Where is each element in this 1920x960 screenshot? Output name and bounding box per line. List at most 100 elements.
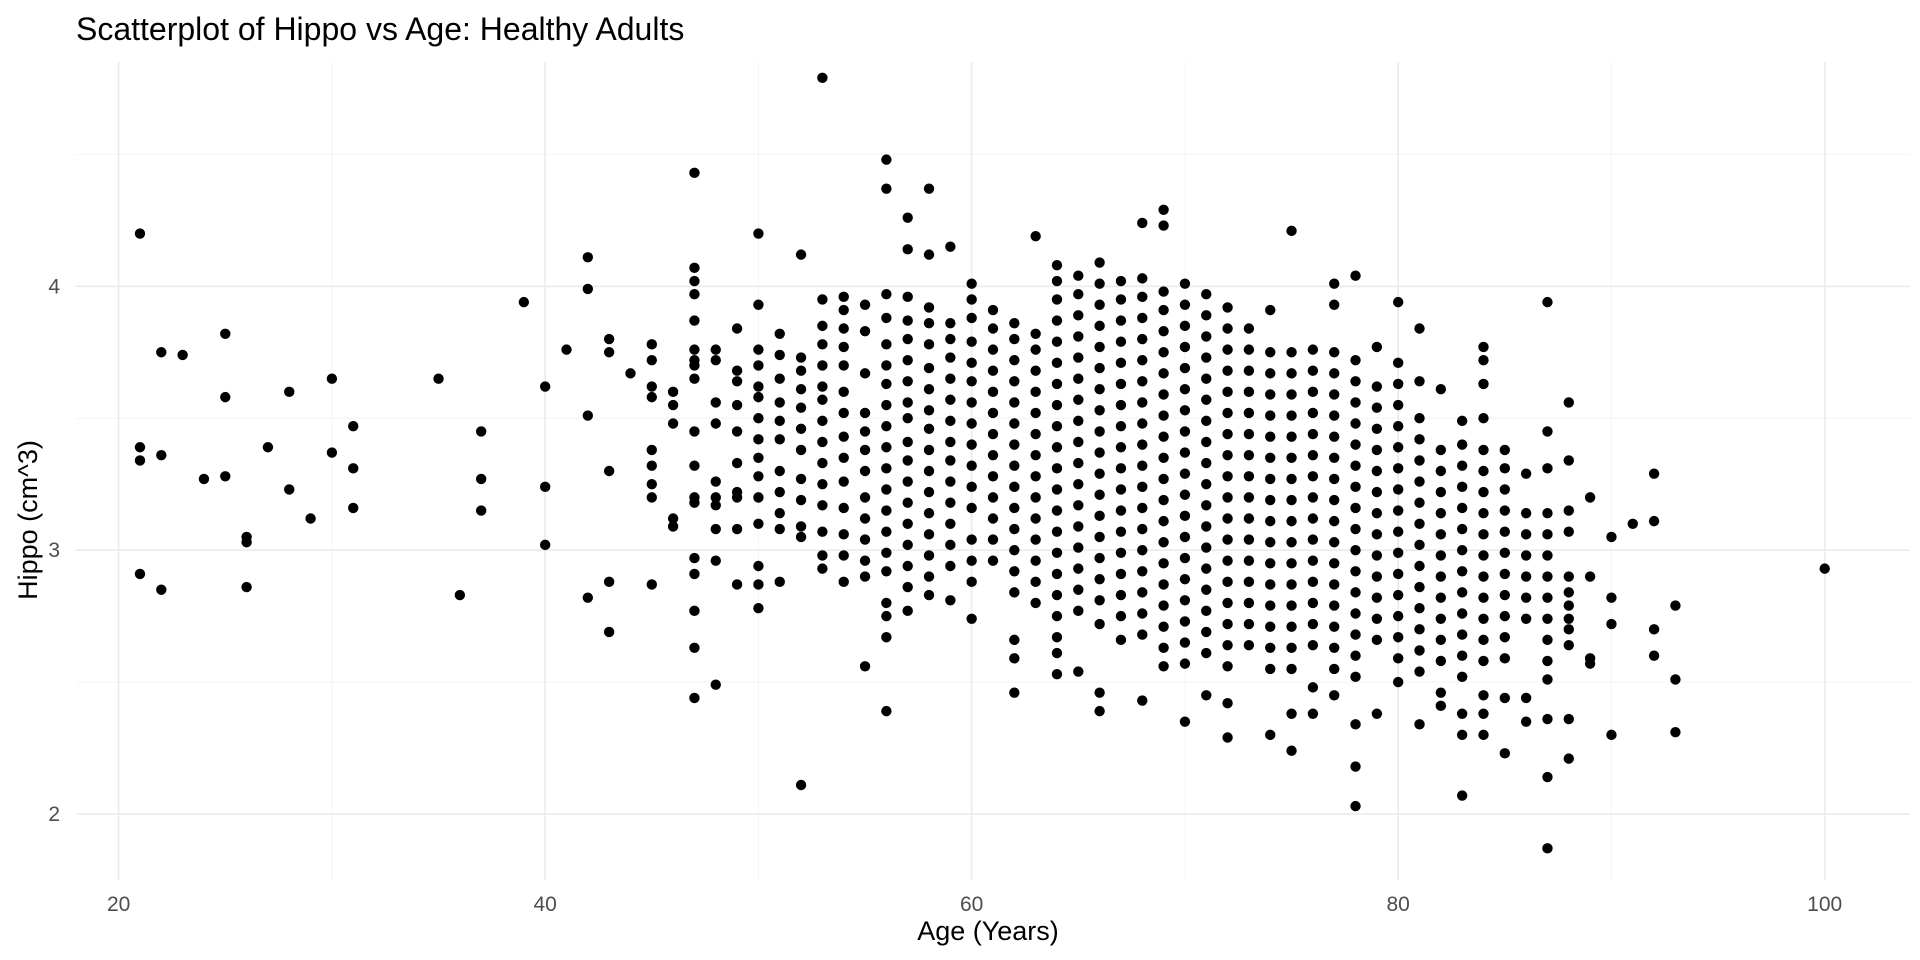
data-point (1350, 502, 1361, 514)
data-point (1542, 508, 1553, 519)
y-tick-label: 2 (48, 803, 60, 826)
data-point (1201, 436, 1212, 448)
data-point (945, 436, 956, 448)
data-point (817, 360, 828, 371)
data-point (838, 407, 849, 419)
data-point (1350, 439, 1361, 450)
data-point (1265, 537, 1276, 548)
data-point (1606, 729, 1617, 741)
data-point (1414, 476, 1425, 487)
data-point (1456, 439, 1468, 450)
data-point (1243, 639, 1255, 651)
data-point (881, 566, 892, 577)
data-point (646, 391, 657, 403)
data-point (923, 249, 935, 260)
data-point (753, 344, 764, 355)
data-point (1158, 537, 1169, 548)
data-point (1265, 431, 1276, 442)
data-point (1051, 463, 1063, 474)
data-point (1478, 690, 1489, 701)
data-point (753, 299, 764, 310)
data-point (689, 167, 700, 179)
data-point (1392, 420, 1404, 432)
data-point (1094, 447, 1105, 458)
data-point (1542, 674, 1553, 685)
data-point (774, 576, 785, 588)
data-point (945, 394, 956, 405)
data-point (1243, 407, 1255, 419)
data-point (753, 560, 764, 572)
data-point (582, 410, 594, 421)
data-point (817, 436, 828, 448)
data-point (1563, 397, 1574, 408)
data-point (1073, 352, 1084, 363)
data-point (667, 418, 679, 429)
data-point (1222, 576, 1233, 588)
data-point (1350, 608, 1361, 619)
data-point (923, 529, 935, 540)
data-point (795, 423, 807, 434)
data-point (1158, 579, 1169, 590)
data-point (1094, 384, 1105, 395)
data-point (1371, 592, 1383, 603)
data-point (1051, 647, 1063, 659)
data-point (1392, 610, 1404, 622)
data-point (1371, 486, 1383, 498)
data-point (1435, 592, 1447, 603)
data-point (1563, 639, 1574, 651)
data-point (1222, 386, 1233, 398)
data-point (966, 439, 977, 450)
data-point (1307, 618, 1319, 630)
data-point (731, 365, 743, 376)
data-point (1499, 505, 1511, 516)
data-point (1542, 613, 1553, 624)
data-point (1222, 407, 1233, 419)
data-point (1051, 259, 1063, 271)
data-point (1179, 320, 1191, 332)
data-point (859, 534, 871, 545)
data-point (284, 484, 295, 495)
data-point (753, 381, 764, 392)
data-point (1073, 563, 1084, 574)
data-point (1243, 344, 1255, 355)
data-point (1265, 304, 1276, 316)
data-point (902, 354, 913, 366)
data-point (923, 339, 935, 350)
data-point (1094, 531, 1105, 543)
data-point (1158, 621, 1169, 632)
data-point (1350, 800, 1361, 812)
data-point (1243, 618, 1255, 630)
data-point (1478, 550, 1489, 561)
data-point (1350, 523, 1361, 535)
data-point (1094, 489, 1105, 500)
data-point (1371, 508, 1383, 519)
data-point (966, 397, 977, 408)
data-point (987, 428, 999, 440)
data-point (1456, 481, 1468, 493)
data-point (689, 275, 700, 287)
data-point (1478, 486, 1489, 498)
data-point (1115, 275, 1127, 287)
data-point (1201, 373, 1212, 384)
data-point (1051, 315, 1063, 326)
data-point (1329, 410, 1340, 421)
data-point (689, 692, 700, 704)
data-point (1115, 420, 1127, 432)
data-point (817, 457, 828, 469)
data-point (156, 347, 167, 358)
data-point (1094, 320, 1105, 332)
data-point (1307, 344, 1319, 355)
data-point (1030, 492, 1041, 503)
data-point (923, 318, 935, 329)
data-point (1243, 471, 1255, 482)
data-point (475, 426, 487, 437)
data-point (1115, 336, 1127, 347)
data-point (838, 291, 849, 303)
data-point (1456, 729, 1468, 741)
data-point (753, 413, 764, 424)
data-point (753, 434, 764, 445)
data-point (1030, 344, 1041, 355)
x-tick-label: 20 (107, 893, 130, 916)
data-point (1371, 571, 1383, 582)
data-point (1435, 687, 1447, 698)
